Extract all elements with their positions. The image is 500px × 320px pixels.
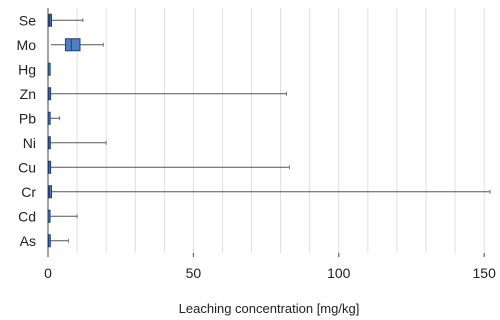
box [47, 87, 52, 101]
category-label: As [20, 233, 36, 249]
plot-area [47, 13, 491, 248]
category-label: Hg [18, 61, 36, 77]
x-tick-label: 100 [327, 265, 351, 281]
category-label: Cr [21, 184, 36, 200]
category-label: Cd [18, 208, 36, 224]
labels: 0 50 100 150 Se Mo Hg Zn Pb Ni Cu Cr Cd As [17, 12, 497, 281]
box [47, 160, 52, 174]
axes [47, 8, 485, 257]
x-tick-label: 0 [44, 265, 52, 281]
category-label: Ni [23, 135, 36, 151]
box [48, 185, 52, 199]
x-tick-label: 50 [186, 265, 202, 281]
x-axis-title: Leaching concentration [mg/kg] [179, 301, 360, 316]
category-label: Zn [20, 86, 36, 102]
grid-lines [76, 8, 485, 253]
category-label: Mo [17, 37, 37, 53]
box [64, 38, 81, 52]
category-label: Pb [19, 110, 36, 126]
category-label: Se [19, 12, 36, 28]
category-label: Cu [18, 159, 36, 175]
x-tick-label: 150 [473, 265, 497, 281]
